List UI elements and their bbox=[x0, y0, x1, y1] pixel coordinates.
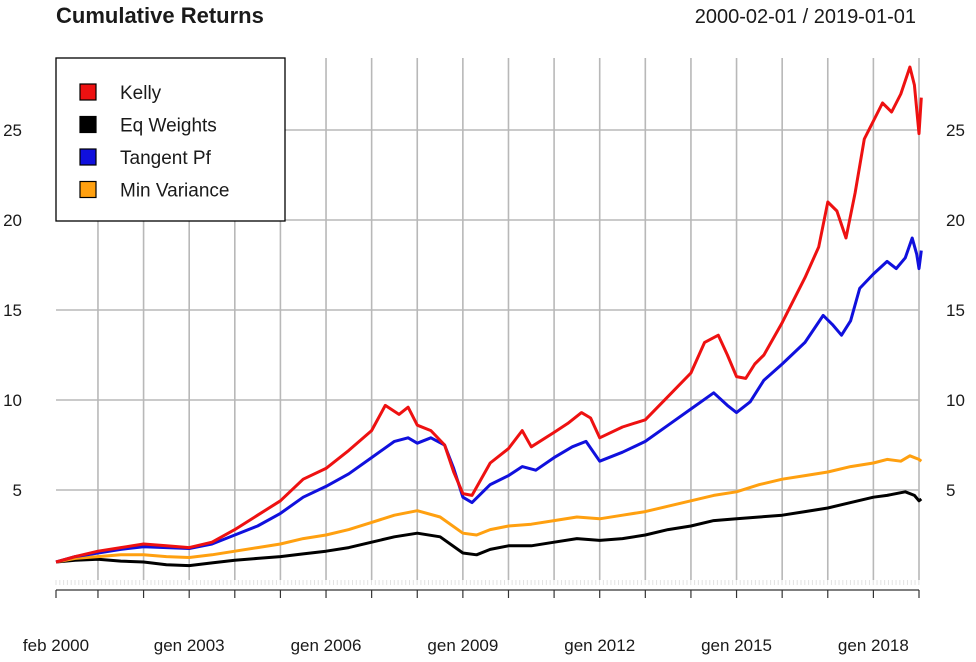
legend-swatch-kelly bbox=[79, 83, 97, 101]
legend-label: Min Variance bbox=[120, 181, 229, 202]
y-tick-label-left: 10 bbox=[3, 391, 22, 410]
y-tick-label-right: 25 bbox=[946, 121, 965, 140]
x-tick-label: feb 2000 bbox=[23, 636, 89, 655]
series-line-eq-weights bbox=[55, 490, 923, 568]
legend-swatch-tangent-pf bbox=[79, 148, 97, 166]
series-line-tangent-pf bbox=[55, 236, 923, 564]
legend-label: Kelly bbox=[120, 83, 162, 104]
y-tick-label-right: 20 bbox=[946, 211, 965, 230]
x-tick-label: gen 2006 bbox=[291, 636, 362, 655]
series-lines bbox=[55, 65, 923, 568]
legend-swatch-min-variance bbox=[79, 180, 97, 199]
date-range-label: 2000-02-01 / 2019-01-01 bbox=[695, 6, 916, 28]
y-tick-label-right: 5 bbox=[946, 481, 955, 500]
y-axis-right: 5 10 15 20 25 bbox=[946, 121, 965, 500]
y-tick-label-left: 20 bbox=[3, 211, 22, 230]
legend-label: Eq Weights bbox=[120, 116, 217, 137]
x-tick-label: gen 2009 bbox=[427, 636, 498, 655]
y-axis-left: 5 10 15 20 25 bbox=[3, 121, 22, 500]
y-tick-label-left: 5 bbox=[13, 481, 22, 500]
legend-swatch-eq-weights bbox=[79, 115, 97, 134]
x-tick-label: gen 2015 bbox=[701, 636, 772, 655]
chart-title: Cumulative Returns bbox=[56, 3, 264, 28]
x-tick-label: gen 2018 bbox=[838, 636, 909, 655]
x-tick-label: gen 2003 bbox=[154, 636, 225, 655]
x-tick-label: gen 2012 bbox=[564, 636, 635, 655]
series-line-kelly bbox=[55, 65, 923, 564]
y-tick-label-left: 15 bbox=[3, 301, 22, 320]
y-tick-label-right: 10 bbox=[946, 391, 965, 410]
series-line-min-variance bbox=[55, 454, 923, 564]
x-axis: feb 2000 gen 2003 gen 2006 gen 2009 gen 2012… bbox=[23, 580, 920, 655]
legend-label: Tangent Pf bbox=[120, 148, 212, 169]
y-tick-label-right: 15 bbox=[946, 301, 965, 320]
y-tick-label-left: 25 bbox=[3, 121, 22, 140]
legend: Kelly Eq Weights Tangent Pf Min Variance bbox=[55, 57, 286, 222]
